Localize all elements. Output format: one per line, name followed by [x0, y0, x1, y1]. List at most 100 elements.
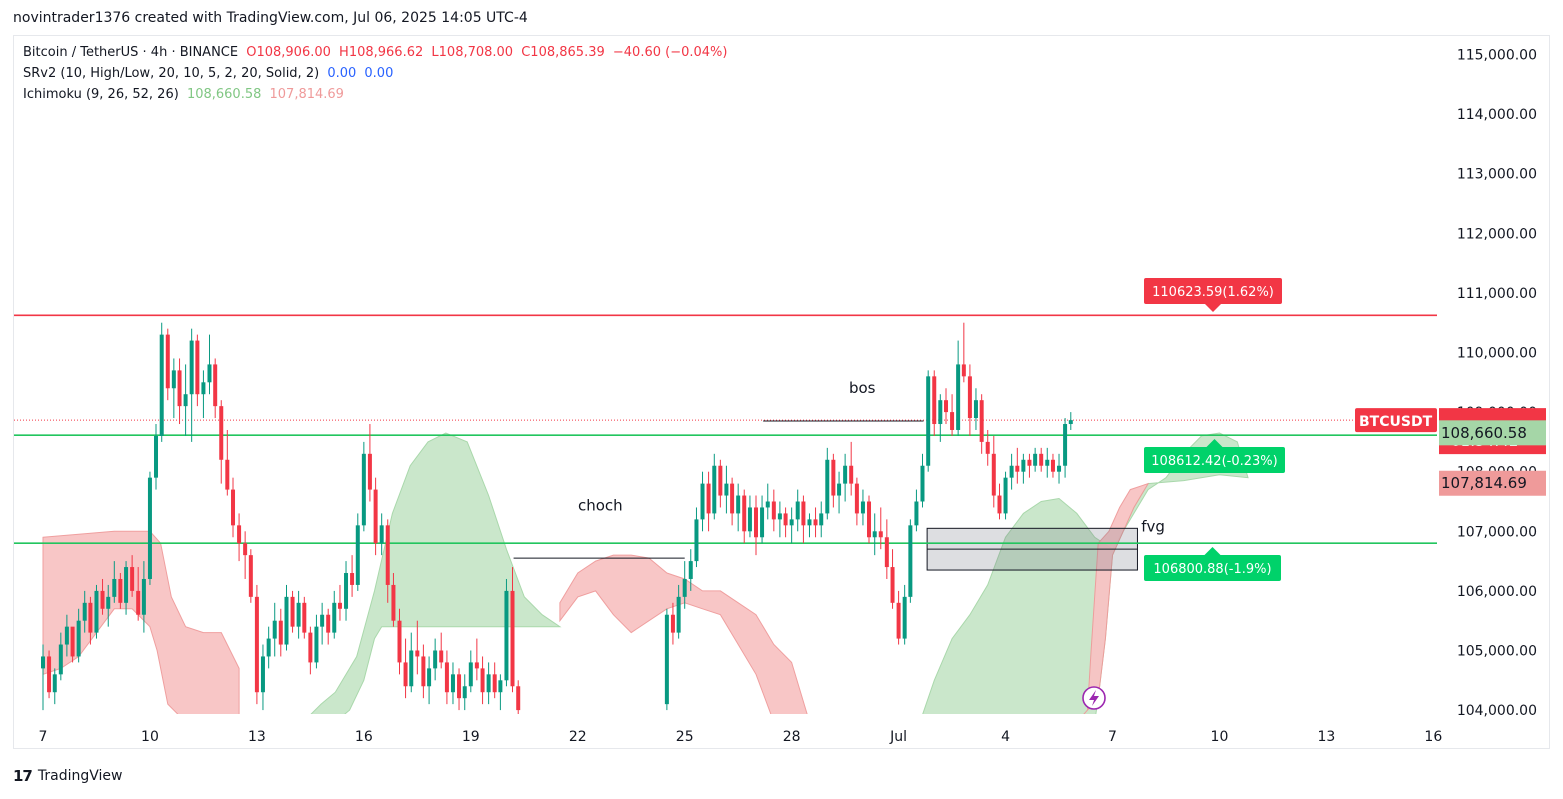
- legend-high: H108,966.62: [339, 45, 424, 60]
- candle-body: [777, 513, 782, 520]
- candle-body: [742, 495, 747, 532]
- candle-body: [421, 656, 426, 687]
- y-tick-label: 106,000.00: [1457, 584, 1537, 600]
- candle-body: [843, 465, 848, 484]
- legend-change: −40.60 (−0.04%): [612, 45, 728, 60]
- lightning-icon-bolt: [1089, 690, 1099, 706]
- candle-body: [474, 662, 479, 669]
- candle-body: [718, 465, 723, 496]
- candle-body: [260, 656, 265, 693]
- legend-srv2-name[interactable]: SRv2 (10, High/Low, 20, 10, 5, 2, 20, So…: [23, 66, 320, 81]
- symbol-tag-bg: [1355, 408, 1437, 433]
- candle-body: [207, 364, 212, 383]
- candle-body: [124, 567, 129, 603]
- candle-body: [950, 412, 955, 430]
- candle-body: [516, 686, 521, 711]
- candle-body: [403, 662, 408, 687]
- legend-ichimoku-name[interactable]: Ichimoku (9, 26, 52, 26): [23, 87, 179, 102]
- x-tick-label: 22: [569, 729, 587, 745]
- candle-body: [498, 680, 503, 693]
- candle-body: [159, 334, 164, 436]
- candle-body: [676, 596, 681, 633]
- legend-ichimoku-value-1: 108,660.58: [186, 87, 262, 102]
- candle-body: [1045, 459, 1050, 466]
- candle-body: [724, 483, 729, 496]
- candle-body: [1068, 420, 1073, 425]
- candle-body: [444, 662, 449, 693]
- candle-body: [219, 406, 224, 460]
- candle-body: [860, 501, 865, 514]
- candle-body: [967, 376, 972, 419]
- annotation-bos: bos: [849, 379, 876, 397]
- candle-body: [902, 596, 907, 639]
- candle-body: [130, 567, 135, 591]
- candle-body: [308, 632, 313, 663]
- tenkan-price-label-bg: [1439, 420, 1546, 446]
- x-tick-label: 7: [1108, 729, 1117, 745]
- candle-body: [427, 668, 432, 687]
- candle-body: [991, 453, 996, 496]
- tradingview-logo[interactable]: 17 TradingView: [13, 767, 122, 785]
- candle-body: [136, 590, 141, 615]
- y-tick-label: 111,000.00: [1457, 286, 1537, 302]
- kijun-price-label-bg: [1439, 470, 1546, 496]
- candle-body: [510, 590, 515, 687]
- candle-body: [385, 525, 390, 585]
- level-label-support-1: 108612.42(-0.23%): [1144, 439, 1285, 473]
- candle-body: [231, 489, 236, 526]
- x-tick-label: 7: [39, 729, 48, 745]
- candle-body: [344, 573, 349, 609]
- level-label-support-2: 106800.88(-1.9%): [1144, 547, 1281, 581]
- candle-body: [450, 674, 455, 693]
- candle-body: [825, 459, 830, 514]
- candle-body: [52, 674, 57, 693]
- candle-body: [94, 590, 99, 633]
- candle-body: [141, 578, 146, 615]
- candle-body: [332, 602, 337, 633]
- candle-body: [867, 501, 872, 538]
- legend-srv2-row: SRv2 (10, High/Low, 20, 10, 5, 2, 20, So…: [23, 66, 397, 81]
- candle-body: [296, 602, 301, 627]
- candle-body: [58, 644, 63, 675]
- candle-body: [1050, 459, 1055, 472]
- candle-body: [849, 465, 854, 484]
- symbol-tag: BTCUSDT: [1359, 414, 1433, 430]
- candle-body: [415, 650, 420, 657]
- candle-body: [938, 400, 943, 425]
- candle-body: [314, 626, 319, 663]
- ichimoku-cloud-green: [310, 432, 562, 714]
- candle-body: [884, 537, 889, 568]
- candle-body: [1063, 424, 1068, 466]
- y-tick-label: 110,000.00: [1457, 346, 1537, 362]
- candle-body: [266, 638, 271, 657]
- candle-body: [147, 477, 152, 579]
- level-label-support-2-text: 106800.88(-1.9%): [1153, 562, 1271, 577]
- lightning-icon: [1082, 686, 1106, 710]
- tradingview-logo-icon: 17: [13, 767, 33, 785]
- candle-body: [985, 441, 990, 454]
- candle-body: [201, 382, 206, 395]
- x-tick-label: 25: [676, 729, 694, 745]
- candle-body: [82, 602, 87, 621]
- level-label-resistance-bg: [1144, 278, 1282, 304]
- candle-body: [41, 656, 45, 669]
- candle-body: [1057, 465, 1062, 472]
- candle-body: [367, 453, 372, 490]
- candle-body: [154, 435, 159, 478]
- x-tick-label: 16: [355, 729, 373, 745]
- chart-frame[interactable]: [13, 35, 1550, 749]
- candle-body: [183, 394, 188, 407]
- legend-symbol[interactable]: Bitcoin / TetherUS · 4h · BINANCE: [23, 45, 239, 60]
- legend-srv2-value-1: 0.00: [327, 66, 357, 81]
- candle-body: [189, 340, 194, 395]
- legend-symbol-row: Bitcoin / TetherUS · 4h · BINANCE O108,9…: [23, 45, 731, 60]
- candle-body: [1039, 453, 1044, 466]
- candle-body: [492, 674, 497, 693]
- candle-body: [771, 501, 776, 520]
- attribution-text: novintrader1376 created with TradingView…: [13, 10, 528, 26]
- candle-body: [783, 513, 788, 526]
- candle-body: [700, 483, 705, 520]
- x-tick-label: 10: [1211, 729, 1229, 745]
- candle-body: [409, 650, 414, 687]
